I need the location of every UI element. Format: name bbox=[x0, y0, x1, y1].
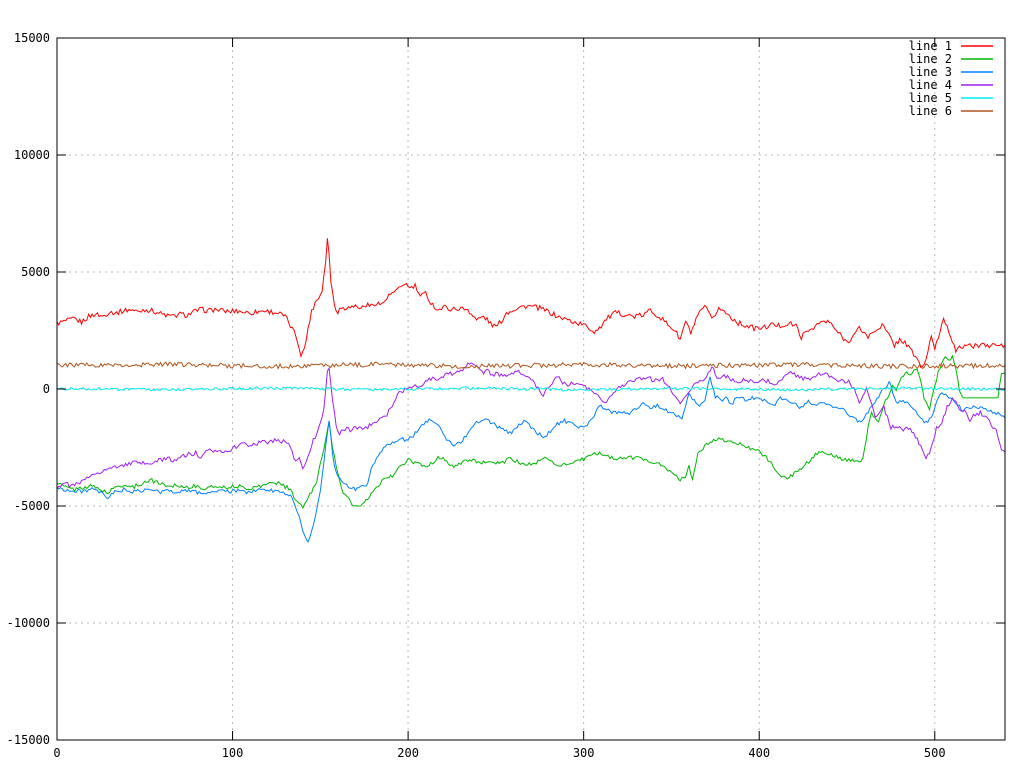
x-axis-tick-label: 400 bbox=[748, 746, 770, 760]
y-axis-tick-label: -15000 bbox=[7, 733, 50, 747]
y-axis-tick-label: -5000 bbox=[14, 499, 50, 513]
legend-label: line 3 bbox=[909, 65, 952, 79]
y-axis-tick-label: -10000 bbox=[7, 616, 50, 630]
series-line-5 bbox=[56, 386, 1006, 392]
y-axis-tick-label: 5000 bbox=[21, 265, 50, 279]
y-axis-tick-label: 0 bbox=[43, 382, 50, 396]
legend-label: line 1 bbox=[909, 39, 952, 53]
series-line-1 bbox=[56, 238, 1006, 369]
y-axis-tick-label: 15000 bbox=[14, 31, 50, 45]
legend-label: line 4 bbox=[909, 78, 952, 92]
y-axis-tick-label: 10000 bbox=[14, 148, 50, 162]
x-axis-tick-label: 100 bbox=[222, 746, 244, 760]
legend-label: line 5 bbox=[909, 91, 952, 105]
series-line-4 bbox=[56, 362, 1006, 490]
series-line-2 bbox=[56, 354, 1006, 510]
x-axis-tick-label: 200 bbox=[397, 746, 419, 760]
series-line-3 bbox=[56, 376, 1006, 543]
legend-label: line 6 bbox=[909, 104, 952, 118]
x-axis-tick-label: 500 bbox=[924, 746, 946, 760]
series-line-6 bbox=[56, 361, 1006, 370]
legend-label: line 2 bbox=[909, 52, 952, 66]
x-axis-tick-label: 300 bbox=[573, 746, 595, 760]
x-axis-tick-label: 0 bbox=[53, 746, 60, 760]
